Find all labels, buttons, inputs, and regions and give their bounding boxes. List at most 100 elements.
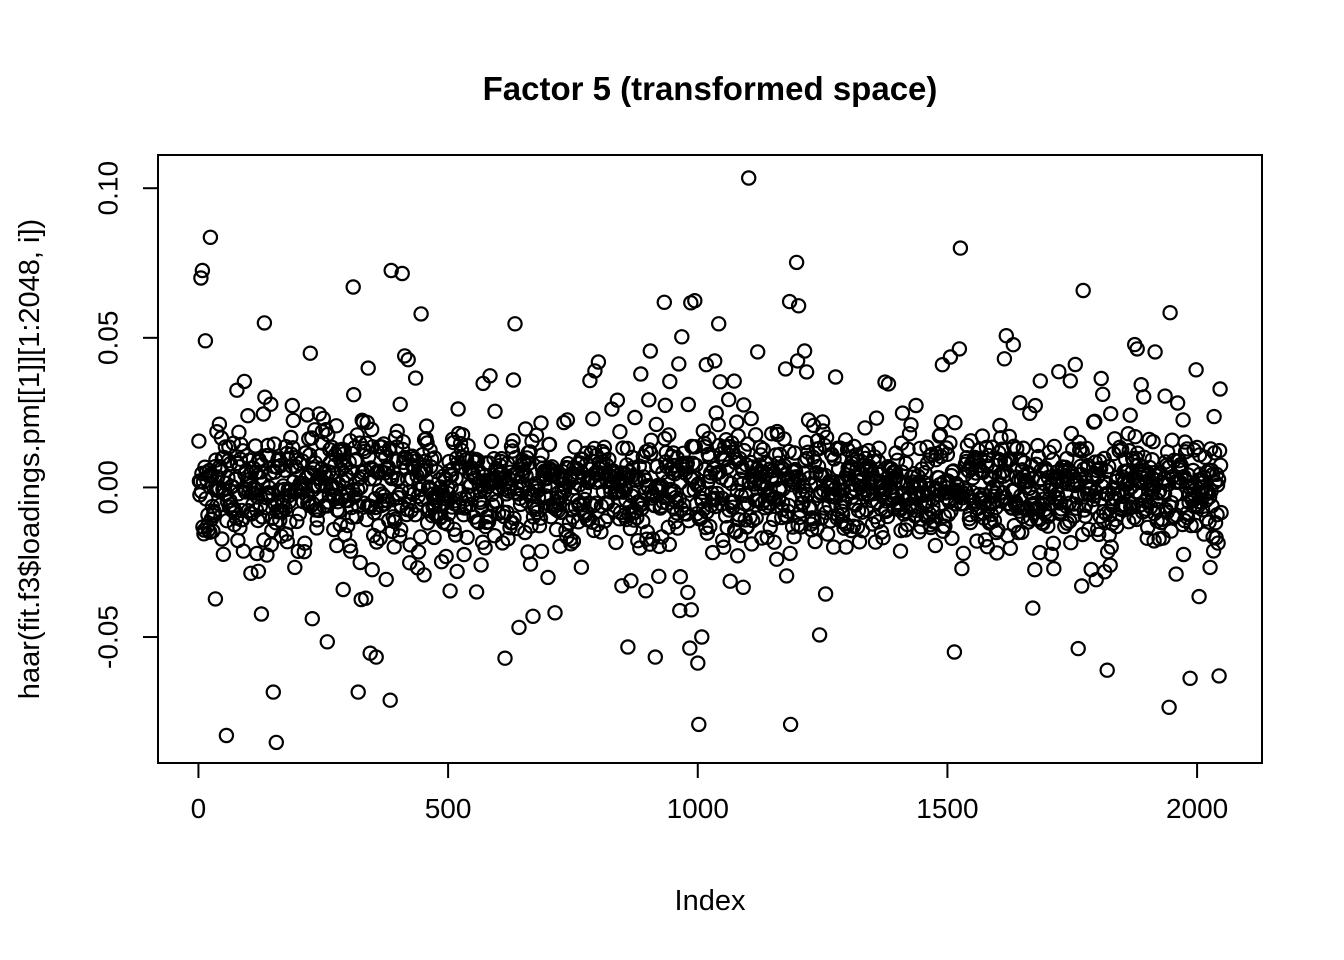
data-point xyxy=(400,352,416,368)
data-point xyxy=(977,532,994,548)
data-point xyxy=(866,449,883,465)
data-point xyxy=(341,454,357,470)
data-point xyxy=(397,348,413,364)
data-point xyxy=(1162,305,1178,321)
data-point xyxy=(702,518,718,535)
data-point xyxy=(699,525,716,541)
data-point xyxy=(455,507,472,523)
data-point xyxy=(521,455,537,471)
data-point xyxy=(654,529,670,545)
data-point xyxy=(1100,459,1117,475)
data-point xyxy=(680,584,696,601)
data-point xyxy=(523,518,539,534)
data-point xyxy=(951,341,968,357)
data-point xyxy=(875,530,891,546)
data-point xyxy=(762,519,778,536)
data-point xyxy=(797,453,813,469)
data-point xyxy=(908,397,924,414)
data-point xyxy=(1127,429,1143,445)
data-point xyxy=(657,397,674,413)
data-point xyxy=(520,544,536,560)
data-point xyxy=(197,333,214,349)
data-point xyxy=(623,573,639,589)
data-point xyxy=(1086,413,1103,429)
data-point xyxy=(194,262,211,279)
y-axis-label: haar(fit.f3$loadings.pm[[1]][1:2048, i]) xyxy=(14,219,46,699)
data-point xyxy=(696,501,712,517)
data-point xyxy=(698,357,715,373)
data-point xyxy=(388,429,404,446)
data-point xyxy=(392,528,408,544)
data-point xyxy=(1088,572,1104,588)
data-point xyxy=(1046,438,1063,455)
data-point xyxy=(1213,504,1229,521)
data-point xyxy=(638,583,654,599)
data-point xyxy=(235,543,252,559)
data-point xyxy=(377,496,393,512)
y-tick-label: 0.10 xyxy=(93,161,124,216)
data-point xyxy=(418,418,435,434)
data-point xyxy=(596,446,612,462)
data-point xyxy=(1161,699,1177,716)
data-point xyxy=(825,539,842,555)
data-point xyxy=(205,523,221,539)
data-point xyxy=(651,568,667,585)
data-point xyxy=(1102,557,1118,573)
data-point xyxy=(480,514,497,530)
plot-title: Factor 5 (transformed space) xyxy=(483,70,938,107)
data-point xyxy=(755,441,771,458)
data-point xyxy=(1009,440,1025,457)
data-point xyxy=(279,534,295,550)
data-point xyxy=(690,655,706,671)
data-point xyxy=(285,412,301,429)
data-point xyxy=(992,417,1008,434)
data-point xyxy=(662,373,678,390)
data-point xyxy=(1145,434,1161,450)
data-point xyxy=(559,412,576,428)
data-point xyxy=(633,366,649,382)
data-point xyxy=(866,453,882,470)
data-point xyxy=(309,520,325,536)
data-point xyxy=(903,417,919,433)
data-point xyxy=(955,545,972,562)
data-point xyxy=(403,502,419,519)
data-point xyxy=(1211,668,1227,684)
data-point xyxy=(1002,540,1019,557)
data-point xyxy=(1147,344,1163,360)
data-point xyxy=(382,692,398,708)
data-point xyxy=(998,328,1015,344)
data-point xyxy=(814,414,831,430)
data-point xyxy=(1032,373,1049,389)
data-point xyxy=(1139,530,1155,547)
data-point xyxy=(1103,539,1119,555)
data-point xyxy=(682,640,698,656)
data-point xyxy=(565,533,582,550)
data-point xyxy=(422,442,438,458)
data-point xyxy=(340,517,356,534)
data-point xyxy=(1129,341,1145,357)
data-point xyxy=(1005,337,1022,353)
data-point xyxy=(1068,500,1085,516)
data-point xyxy=(691,716,707,733)
data-point xyxy=(531,518,548,534)
data-point xyxy=(1179,509,1196,526)
data-point xyxy=(688,457,704,473)
data-point xyxy=(378,571,394,588)
data-point xyxy=(1202,441,1219,457)
data-point xyxy=(838,539,854,555)
data-point xyxy=(1093,370,1109,387)
data-point xyxy=(730,428,746,444)
data-point xyxy=(1122,407,1138,423)
data-point xyxy=(250,563,267,580)
data-point xyxy=(352,554,368,571)
data-point xyxy=(735,579,751,596)
data-point xyxy=(483,433,500,450)
data-point xyxy=(1067,356,1084,373)
data-point xyxy=(989,545,1005,561)
data-point xyxy=(525,608,541,625)
data-point xyxy=(191,433,207,449)
data-point xyxy=(796,343,813,359)
data-point xyxy=(240,408,256,424)
data-point xyxy=(818,429,835,445)
data-point xyxy=(1212,381,1228,397)
